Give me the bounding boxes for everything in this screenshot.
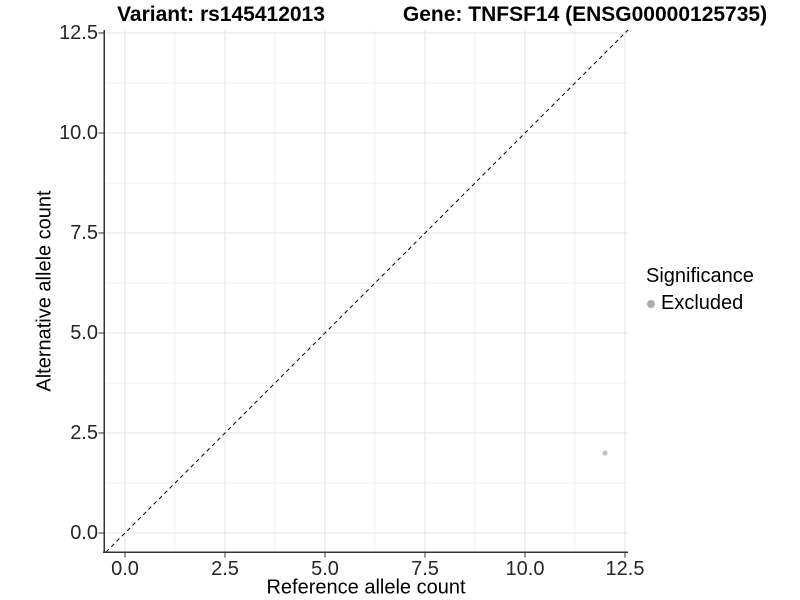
y-tick-label: 0.0 bbox=[70, 522, 98, 544]
legend-key-dot bbox=[647, 299, 655, 308]
x-tick-label: 5.0 bbox=[311, 558, 339, 580]
x-tick-label: 0.0 bbox=[111, 558, 139, 580]
data-point bbox=[602, 450, 608, 456]
y-tick-label: 7.5 bbox=[70, 222, 98, 244]
identity-line bbox=[105, 29, 629, 553]
y-tick-label: 10.0 bbox=[59, 122, 98, 144]
plot-title-variant: Variant: rs145412013 bbox=[117, 3, 325, 26]
x-tick-label: 10.0 bbox=[505, 558, 545, 580]
x-tick-label: 2.5 bbox=[211, 558, 239, 580]
plot-title-gene: Gene: TNFSF14 (ENSG00000125735) bbox=[402, 3, 768, 26]
x-tick-label: 7.5 bbox=[411, 558, 439, 580]
legend-entry-excluded: Excluded bbox=[646, 292, 754, 315]
legend: Significance Excluded bbox=[646, 264, 754, 315]
y-axis-title: Alternative allele count bbox=[33, 190, 56, 392]
legend-title: Significance bbox=[646, 265, 754, 287]
y-tick-label: 2.5 bbox=[70, 422, 98, 444]
legend-entry-label: Excluded bbox=[661, 292, 744, 314]
y-tick-label: 5.0 bbox=[70, 322, 98, 344]
x-axis-title: Reference allele count bbox=[266, 576, 466, 599]
x-tick-label: 12.5 bbox=[605, 558, 645, 580]
y-tick-label: 12.5 bbox=[59, 22, 98, 44]
